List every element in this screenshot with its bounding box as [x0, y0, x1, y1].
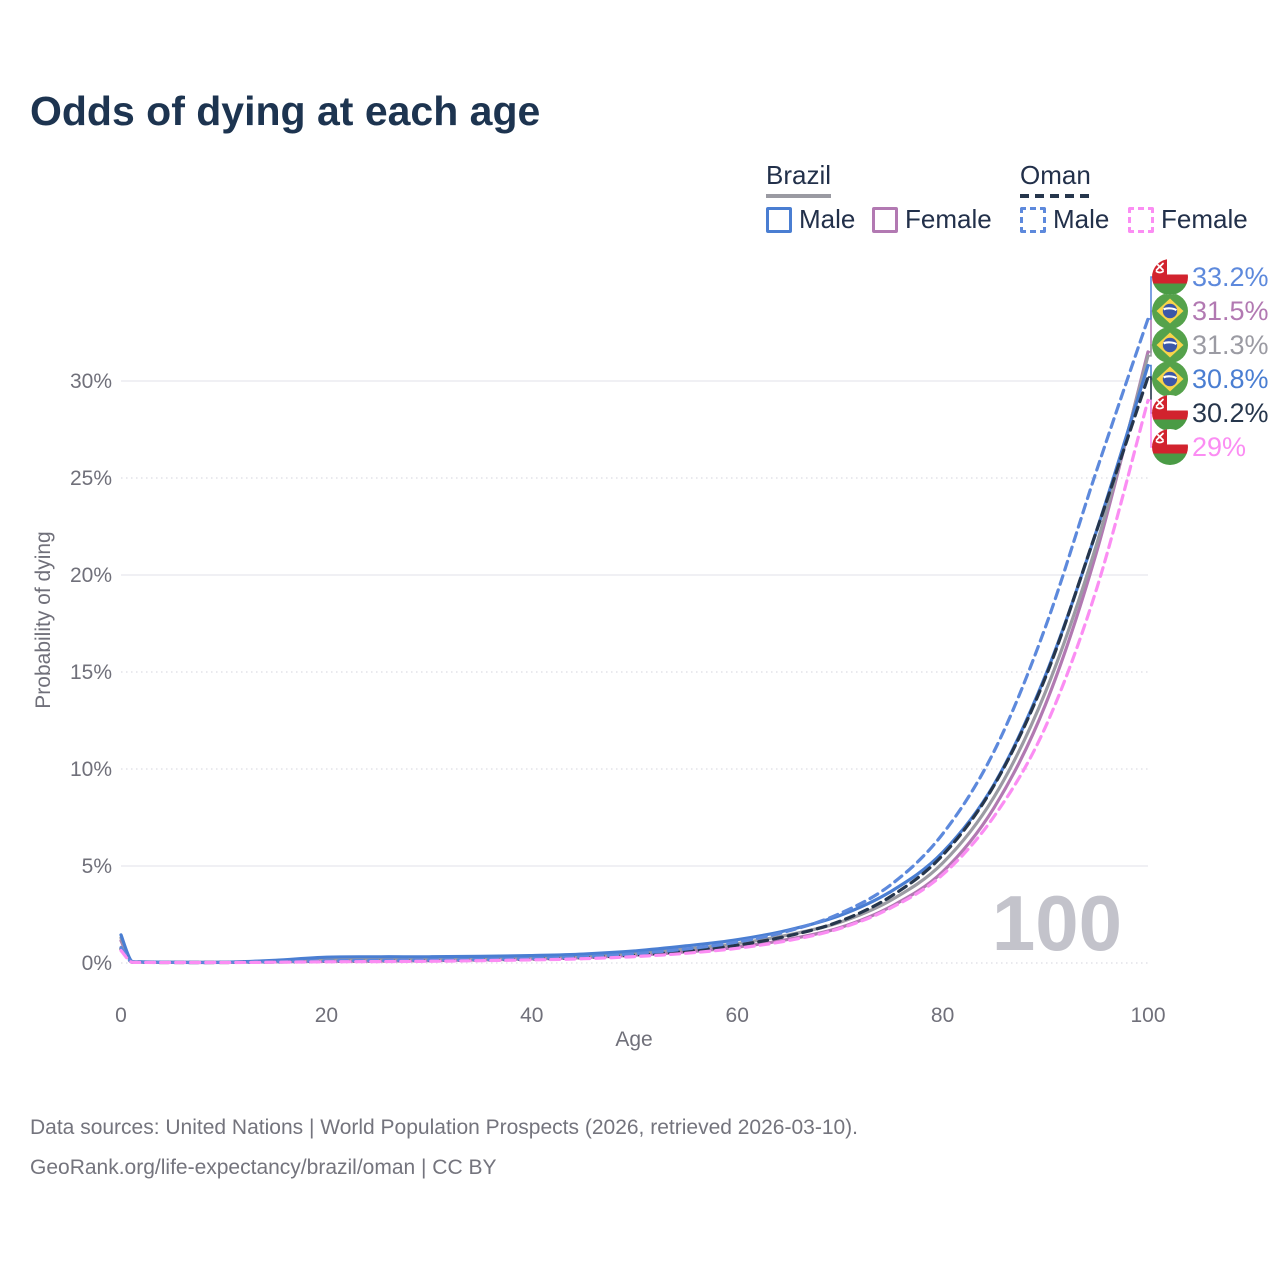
legend-item-brazil-female[interactable]: Female — [872, 204, 992, 235]
oman-flag-icon — [1152, 395, 1188, 431]
y-tick-label: 10% — [70, 758, 112, 781]
x-tick-label: 60 — [726, 1004, 749, 1027]
oman-flag-icon — [1152, 429, 1188, 465]
legend-item-label: Male — [799, 204, 856, 234]
end-label-value-oman-both-sexes: 30.2% — [1192, 398, 1269, 428]
legend: Brazil Oman Male Female Male Female — [766, 160, 1280, 240]
age-watermark: 100 — [992, 879, 1122, 967]
legend-item-label: Female — [1161, 204, 1248, 234]
x-tick-label: 0 — [115, 1004, 127, 1027]
brazil-flag-icon — [1152, 361, 1188, 397]
y-tick-label: 15% — [70, 661, 112, 684]
end-label-value-oman-female: 29% — [1192, 432, 1246, 462]
oman-male-swatch-icon — [1020, 206, 1046, 233]
end-label-value-brazil-male: 30.8% — [1192, 364, 1269, 394]
legend-item-oman-female[interactable]: Female — [1128, 204, 1248, 235]
legend-item-label: Male — [1053, 204, 1110, 234]
y-tick-label: 20% — [70, 564, 112, 587]
end-label-value-oman-male: 33.2% — [1192, 262, 1269, 292]
series-line-oman-both-sexes — [119, 375, 1150, 965]
y-axis-title: Probability of dying — [32, 531, 55, 709]
legend-item-brazil-male[interactable]: Male — [766, 204, 855, 235]
oman-flag-icon — [1152, 259, 1188, 295]
series-line-brazil-both-sexes — [119, 354, 1150, 965]
x-axis-title: Age — [615, 1028, 653, 1051]
series-line-brazil-female — [119, 350, 1150, 965]
brazil-flag-icon — [1152, 293, 1188, 329]
legend-item-label: Female — [905, 204, 992, 234]
brazil-solid-linestyle-icon — [766, 194, 832, 198]
series-line-oman-female — [119, 398, 1150, 965]
y-tick-label: 0% — [82, 952, 112, 975]
series-line-brazil-male — [119, 363, 1150, 964]
brazil-female-swatch-icon — [872, 206, 898, 233]
end-label-value-brazil-female: 31.5% — [1192, 296, 1269, 326]
y-tick-label: 5% — [82, 855, 112, 878]
page-title: Odds of dying at each age — [30, 88, 541, 134]
legend-group-oman: Oman — [1020, 160, 1091, 198]
oman-dashed-linestyle-icon — [1020, 194, 1091, 198]
y-tick-label: 30% — [70, 370, 112, 393]
legend-country-label-oman: Oman — [1020, 160, 1091, 190]
end-label-value-brazil-both-sexes: 31.3% — [1192, 330, 1269, 360]
legend-country-label-brazil: Brazil — [766, 160, 832, 190]
x-tick-label: 40 — [520, 1004, 543, 1027]
legend-group-brazil: Brazil — [766, 160, 832, 198]
y-tick-label: 25% — [70, 467, 112, 490]
footer-license-line: GeoRank.org/life-expectancy/brazil/oman … — [30, 1156, 497, 1179]
brazil-male-swatch-icon — [766, 206, 792, 233]
x-tick-label: 80 — [931, 1004, 954, 1027]
footer: Data sources: United Nations | World Pop… — [30, 1108, 858, 1188]
legend-item-oman-male[interactable]: Male — [1020, 204, 1109, 235]
x-tick-label: 100 — [1130, 1004, 1165, 1027]
footer-source-line: Data sources: United Nations | World Pop… — [30, 1116, 859, 1139]
oman-female-swatch-icon — [1128, 206, 1154, 233]
x-tick-label: 20 — [315, 1004, 338, 1027]
brazil-flag-icon — [1152, 327, 1188, 363]
